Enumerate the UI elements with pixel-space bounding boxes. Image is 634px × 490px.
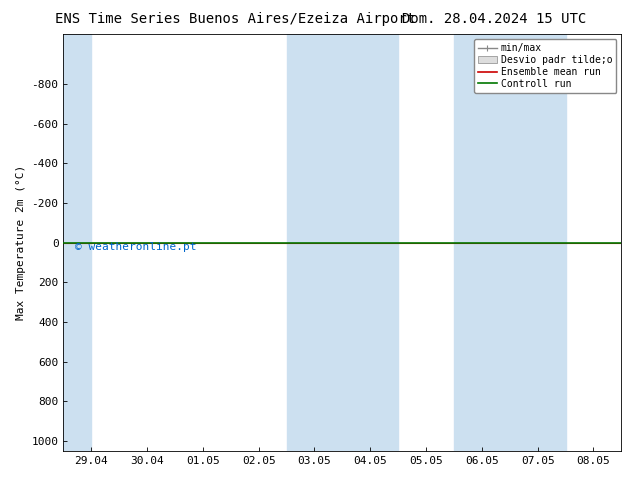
Y-axis label: Max Temperature 2m (°C): Max Temperature 2m (°C) [16,165,26,320]
Bar [287,34,342,451]
Bar [342,34,398,451]
Text: ENS Time Series Buenos Aires/Ezeiza Airport: ENS Time Series Buenos Aires/Ezeiza Airp… [55,12,415,26]
Bar [454,34,566,451]
Legend: min/max, Desvio padr tilde;o, Ensemble mean run, Controll run: min/max, Desvio padr tilde;o, Ensemble m… [474,39,616,93]
Text: © weatheronline.pt: © weatheronline.pt [75,242,196,252]
Text: Dom. 28.04.2024 15 UTC: Dom. 28.04.2024 15 UTC [403,12,586,26]
Bar [63,34,91,451]
